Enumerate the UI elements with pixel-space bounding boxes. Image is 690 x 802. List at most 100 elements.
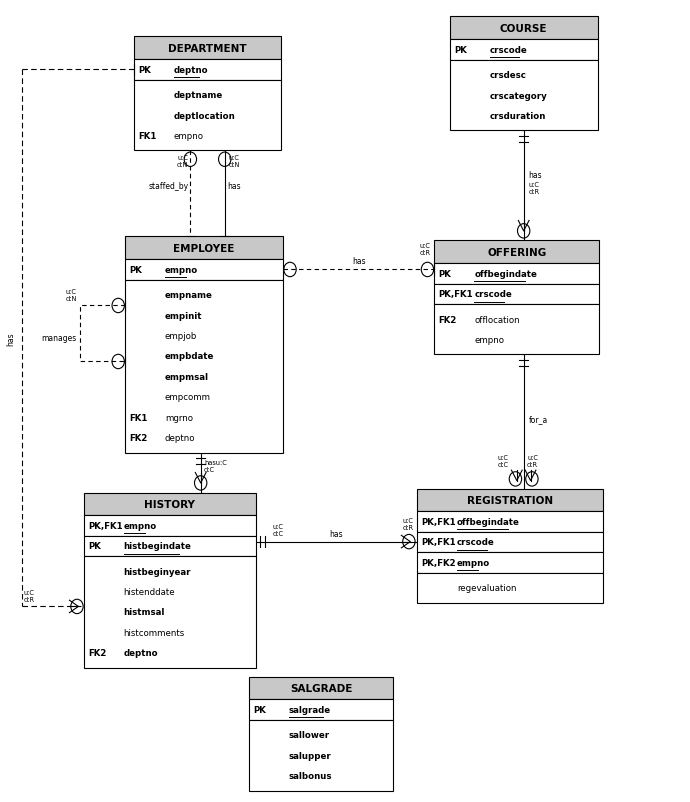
Text: u:C
d:R: u:C d:R — [529, 182, 540, 195]
Text: DEPARTMENT: DEPARTMENT — [168, 44, 247, 54]
Bar — [249, 699, 393, 720]
Text: salupper: salupper — [288, 751, 331, 759]
Bar — [450, 60, 598, 132]
Text: offbegindate: offbegindate — [474, 269, 537, 278]
Bar — [417, 489, 602, 512]
Text: u:C
d:N: u:C d:N — [228, 156, 239, 168]
Bar — [417, 512, 602, 532]
Text: staffed_by: staffed_by — [148, 181, 188, 191]
Text: empjob: empjob — [165, 331, 197, 341]
Text: deptlocation: deptlocation — [174, 111, 235, 120]
Text: PK: PK — [129, 265, 142, 274]
Text: empname: empname — [165, 291, 213, 300]
Bar — [84, 557, 256, 668]
Text: u:C
d:R: u:C d:R — [23, 589, 34, 602]
Bar — [134, 80, 282, 152]
Text: crscode: crscode — [457, 538, 495, 547]
Text: offbegindate: offbegindate — [457, 517, 520, 526]
Bar — [134, 60, 282, 80]
Text: empbdate: empbdate — [165, 352, 215, 361]
Text: u:C
d:R: u:C d:R — [420, 243, 431, 256]
Text: deptname: deptname — [174, 91, 223, 100]
Text: u:C
d:N: u:C d:N — [66, 289, 77, 302]
Bar — [417, 553, 602, 573]
Text: mgrno: mgrno — [165, 413, 193, 422]
Text: regevaluation: regevaluation — [457, 583, 517, 593]
Text: sallower: sallower — [288, 731, 330, 739]
Bar — [434, 241, 600, 264]
Text: PK,FK2: PK,FK2 — [422, 558, 456, 567]
Text: FK1: FK1 — [138, 132, 156, 140]
Text: PK,FK1: PK,FK1 — [438, 290, 473, 299]
Text: PK,FK1: PK,FK1 — [422, 538, 456, 547]
Text: histbeginyear: histbeginyear — [124, 567, 191, 576]
Text: u:C
d:C: u:C d:C — [497, 455, 509, 468]
Bar — [434, 305, 600, 355]
Text: crscode: crscode — [490, 46, 527, 55]
Bar — [84, 516, 256, 536]
Text: has: has — [228, 181, 241, 191]
Text: u:C
d:R: u:C d:R — [402, 518, 414, 531]
Text: FK2: FK2 — [88, 649, 106, 658]
Text: FK2: FK2 — [129, 433, 148, 443]
Bar — [450, 40, 598, 60]
Text: has: has — [529, 171, 542, 180]
Text: empcomm: empcomm — [165, 393, 211, 402]
Text: crsdesc: crsdesc — [490, 71, 526, 80]
Text: manages: manages — [41, 334, 77, 342]
Text: HISTORY: HISTORY — [144, 500, 195, 509]
Text: FK1: FK1 — [129, 413, 148, 422]
Bar — [450, 18, 598, 40]
Text: empno: empno — [165, 265, 198, 274]
Text: PK,FK1: PK,FK1 — [88, 521, 123, 530]
Text: salgrade: salgrade — [288, 705, 331, 715]
Text: PK,FK1: PK,FK1 — [422, 517, 456, 526]
Bar — [434, 285, 600, 305]
Text: hasu:C
d:C: hasu:C d:C — [204, 460, 227, 472]
Text: EMPLOYEE: EMPLOYEE — [173, 244, 235, 253]
Text: empno: empno — [457, 558, 491, 567]
Text: crsduration: crsduration — [490, 111, 546, 121]
Text: has: has — [6, 332, 15, 346]
Text: deptno: deptno — [165, 433, 195, 443]
Text: offlocation: offlocation — [474, 315, 520, 324]
Text: PK: PK — [138, 66, 150, 75]
Text: PK: PK — [454, 46, 467, 55]
Bar — [249, 720, 393, 791]
Text: REGISTRATION: REGISTRATION — [467, 496, 553, 505]
Bar — [125, 281, 283, 453]
Text: PK: PK — [88, 542, 101, 551]
Text: for_a: for_a — [529, 415, 548, 424]
Bar — [417, 532, 602, 553]
Text: u:C
d:R: u:C d:R — [527, 455, 538, 468]
Text: FK2: FK2 — [438, 315, 457, 324]
Bar — [249, 677, 393, 699]
Bar — [84, 493, 256, 516]
Bar — [125, 237, 283, 260]
Text: deptno: deptno — [124, 649, 158, 658]
Text: empno: empno — [174, 132, 204, 140]
Text: OFFERING: OFFERING — [487, 248, 546, 257]
Text: salbonus: salbonus — [288, 772, 332, 780]
Text: empmsal: empmsal — [165, 372, 209, 381]
Bar — [134, 38, 282, 60]
Text: empno: empno — [474, 335, 504, 345]
Text: deptno: deptno — [174, 66, 208, 75]
Bar — [417, 573, 602, 603]
Text: has: has — [352, 257, 366, 265]
Text: empinit: empinit — [165, 311, 202, 320]
Text: PK: PK — [253, 705, 266, 715]
Text: crscode: crscode — [474, 290, 512, 299]
Bar — [434, 264, 600, 285]
Text: histenddate: histenddate — [124, 587, 175, 597]
Text: has: has — [330, 529, 343, 538]
Text: PK: PK — [438, 269, 451, 278]
Text: empno: empno — [124, 521, 157, 530]
Text: u:C
d:N: u:C d:N — [177, 156, 188, 168]
Text: histbegindate: histbegindate — [124, 542, 192, 551]
Bar — [84, 536, 256, 557]
Text: histmsal: histmsal — [124, 608, 165, 617]
Text: histcomments: histcomments — [124, 628, 185, 637]
Text: u:C
d:C: u:C d:C — [273, 524, 284, 537]
Text: crscategory: crscategory — [490, 91, 547, 100]
